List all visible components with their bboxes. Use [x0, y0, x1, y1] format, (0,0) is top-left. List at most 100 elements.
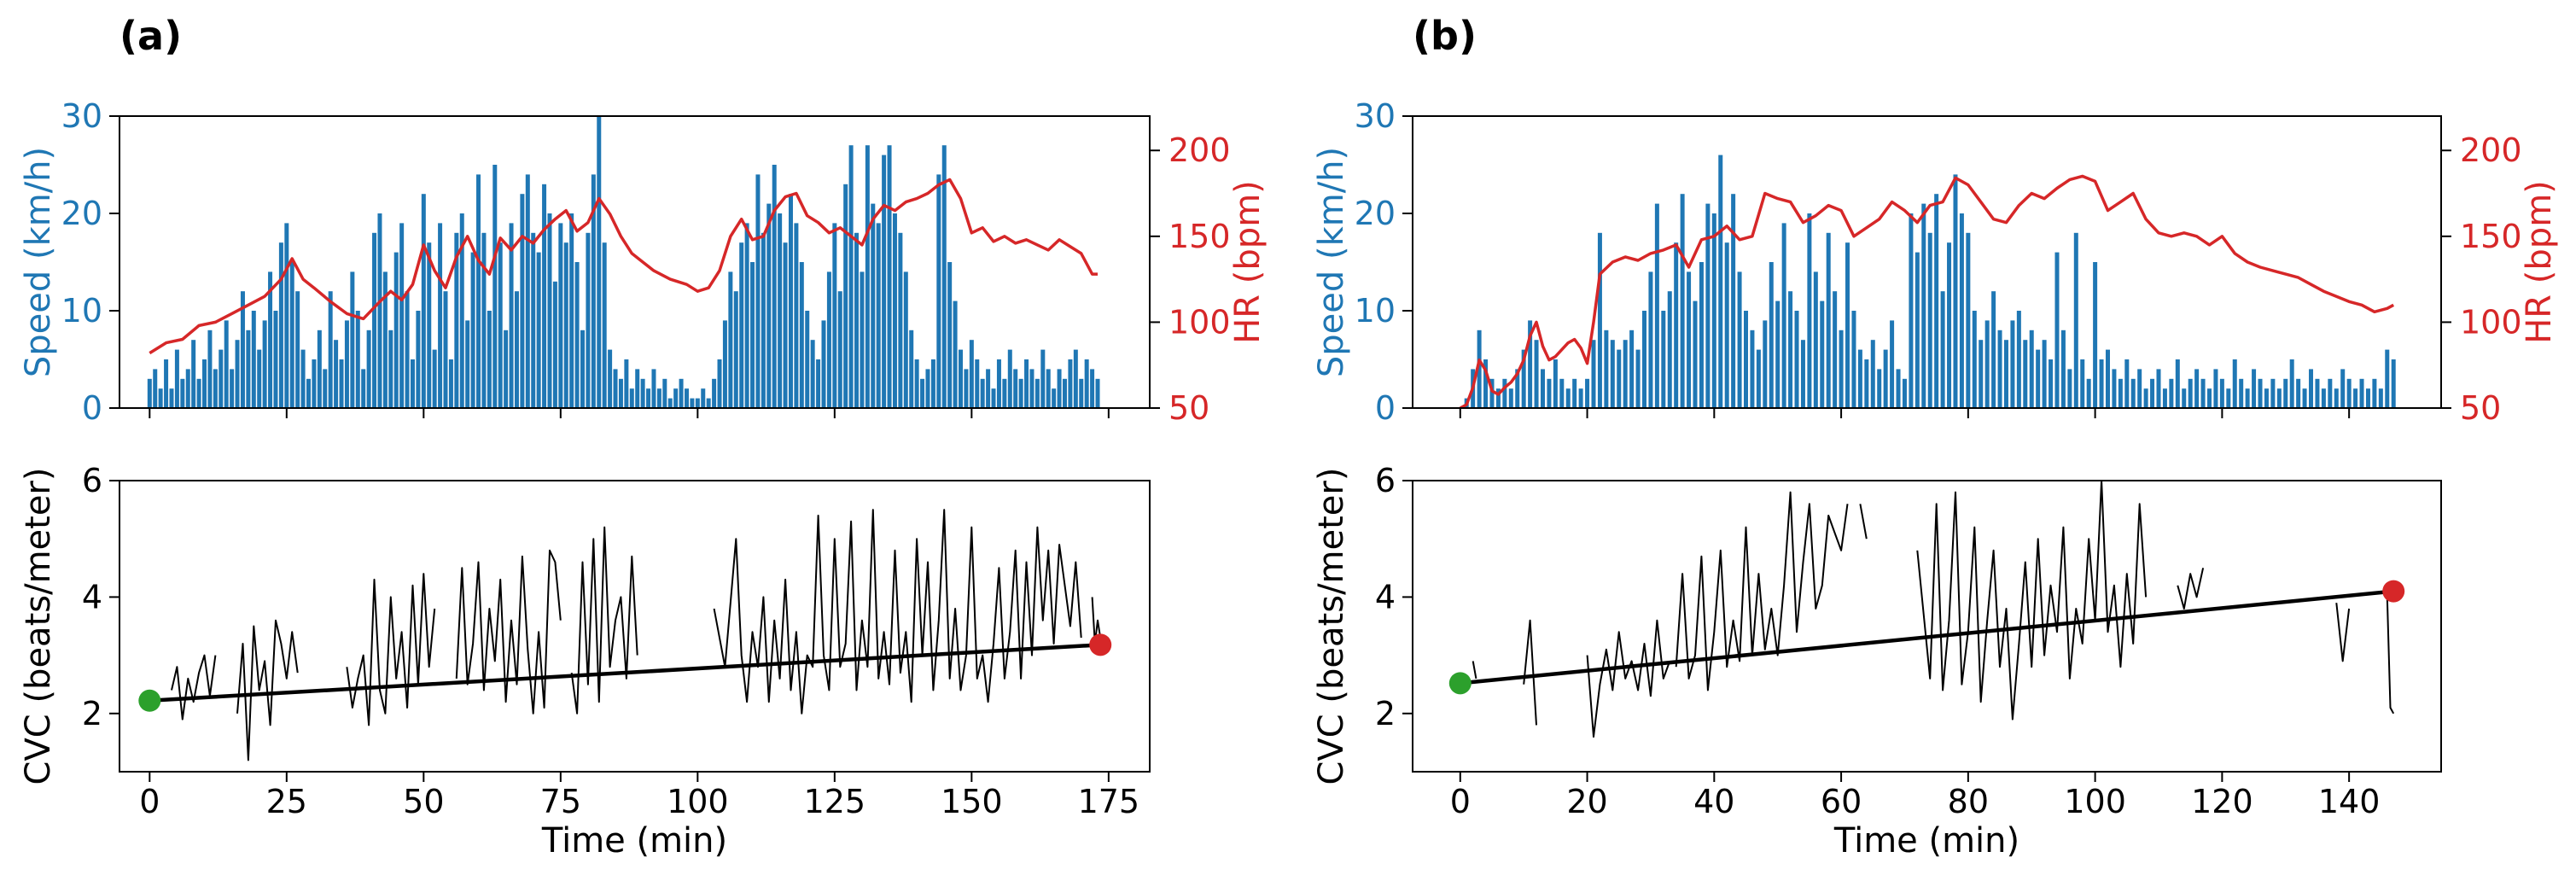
a-top-speed-bar-6 [180, 378, 185, 408]
a-top-speed-bar-118 [794, 223, 799, 408]
a-top-speed-bar-85 [613, 369, 618, 408]
b-top-speed-bar-3 [1483, 359, 1489, 408]
a-top-y2tick-label-1: 100 [1169, 303, 1231, 341]
a-top-speed-bar-11 [207, 330, 213, 408]
a-top-speed-bar-107 [733, 291, 738, 408]
b-top-speed-bar-120 [2226, 388, 2231, 408]
a-top-speed-bar-16 [235, 340, 240, 408]
a-bottom-cvc-segment-3 [455, 549, 562, 715]
b-top-y2tick-label-1: 100 [2460, 303, 2522, 341]
a-top-speed-bar-92 [651, 369, 656, 408]
b-top-speed-bar-2 [1477, 330, 1482, 408]
a-top-speed-bar-64 [498, 242, 503, 408]
a-top-speed-bar-156 [1002, 378, 1007, 408]
a-bottom-xtick-label-4: 100 [667, 783, 729, 820]
a-top-speed-bar-15 [230, 369, 235, 408]
b-top-speed-bar-118 [2213, 369, 2218, 408]
a-top-speed-bar-22 [268, 271, 273, 408]
b-bottom-cvc-segment-6 [2177, 568, 2205, 610]
a-bottom-xtick-label-1: 25 [266, 783, 307, 820]
a-top-speed-bar-72 [542, 184, 547, 408]
b-top-speed-bar-98 [2086, 378, 2091, 408]
panel-b-cvc-chart: 0 20 40 60 80 100 120 140 2 4 6 CVC (beats/meter) Ti… [1312, 462, 2442, 860]
a-top-speed-bar-158 [1013, 369, 1018, 408]
a-top-speed-bar-120 [805, 311, 810, 408]
a-top-speed-bar-67 [514, 291, 519, 408]
a-top-speed-bar-119 [799, 262, 804, 408]
a-top-speed-bar-75 [558, 223, 563, 408]
a-bottom-xlabel: Time (min) [541, 821, 727, 860]
a-bottom-xtick-label-2: 50 [403, 783, 444, 820]
a-top-speed-bar-104 [717, 359, 722, 408]
a-top-speed-bar-111 [755, 174, 761, 408]
a-top-y2tick-label-3: 200 [1169, 131, 1231, 169]
b-top-hr-line [1459, 174, 2395, 408]
a-top-speed-bar-125 [832, 223, 837, 408]
a-top-speed-bar-96 [673, 388, 679, 408]
a-top-speed-bar-82 [597, 116, 602, 408]
b-top-speed-bar-94 [2060, 330, 2066, 408]
b-top-speed-bar-30 [1654, 203, 1659, 408]
b-bottom-xtick-label-7: 140 [2318, 783, 2381, 820]
b-top-speed-bar-95 [2067, 369, 2072, 408]
a-top-speed-bar-130 [860, 271, 865, 408]
b-top-speed-bar-68 [1896, 369, 1901, 408]
a-top-frame [119, 115, 1151, 409]
b-top-speed-bar-142 [2365, 388, 2370, 408]
b-top-speed-bar-123 [2245, 388, 2250, 408]
b-top-speed-bar-132 [2302, 388, 2307, 408]
a-top-speed-bar-68 [520, 194, 525, 408]
a-top-speed-bar-127 [843, 184, 848, 408]
b-bottom-cvc-segment-3 [1675, 491, 1849, 691]
a-bottom-xtick-label-5: 125 [804, 783, 866, 820]
a-top-speed-bar-121 [810, 340, 815, 408]
b-top-speed-bar-13 [1547, 378, 1552, 408]
a-top-speed-bar-159 [1018, 378, 1023, 408]
a-top-speed-bar-5 [174, 349, 179, 408]
b-top-speed-bar-110 [2162, 388, 2167, 408]
a-bottom-ytick-label-0: 2 [82, 695, 102, 732]
b-top-speed-bar-46 [1756, 349, 1761, 408]
b-top-speed-bar-37 [1699, 262, 1704, 408]
a-top-speed-bar-71 [536, 252, 541, 408]
b-top-speed-bar-8 [1515, 369, 1520, 408]
a-top-speed-bar-61 [481, 232, 487, 408]
a-bottom-end-marker [1089, 633, 1112, 656]
a-top-speed-bar-86 [618, 378, 623, 408]
b-top-speed-bar-11 [1534, 340, 1539, 408]
a-top-speed-bar-149 [964, 369, 969, 408]
a-top-speed-bar-148 [959, 349, 964, 408]
b-top-speed-bar-81 [1979, 340, 1984, 408]
a-top-speed-bar-98 [684, 388, 689, 408]
b-top-speed-bar-24 [1617, 349, 1622, 408]
a-top-speed-bar-52 [432, 349, 437, 408]
b-top-speed-bar-79 [1966, 232, 1971, 408]
a-top-speed-bar-14 [224, 320, 229, 408]
panel-label-b: (b) [1413, 13, 1477, 59]
b-top-speed-bar-27 [1635, 349, 1641, 408]
b-top-speed-bar-53 [1800, 340, 1805, 408]
a-top-speed-bar-59 [470, 252, 475, 408]
a-top-speed-bar-126 [837, 291, 842, 408]
a-top-speed-bar-99 [690, 398, 695, 408]
a-bottom-cvc-segment-6 [1091, 597, 1102, 645]
b-top-speed-bar-31 [1661, 311, 1666, 408]
b-top-y2label: HR (bpm) [2520, 180, 2559, 344]
a-top-speed-bar-123 [821, 320, 826, 408]
a-top-speed-bar-25 [284, 223, 289, 408]
b-top-speed-bar-32 [1667, 291, 1672, 408]
a-bottom-trend-line [149, 643, 1101, 703]
b-top-ytick-label-3: 30 [1355, 97, 1396, 135]
b-top-speed-bar-97 [2080, 359, 2085, 408]
b-bottom-xtick-label-1: 20 [1566, 783, 1607, 820]
b-top-speed-bar-136 [2328, 378, 2333, 408]
a-top-speed-bar-12 [213, 369, 218, 408]
a-top-speed-bar-42 [377, 213, 382, 408]
a-top-speed-bar-135 [887, 145, 892, 408]
b-bottom-xlabel: Time (min) [1833, 821, 2019, 860]
a-top-speed-bar-69 [525, 174, 530, 408]
a-top-speed-bar-73 [547, 213, 552, 408]
b-top-speed-bar-93 [2054, 252, 2060, 408]
a-top-speed-bar-27 [295, 291, 300, 408]
b-top-speed-bar-74 [1934, 194, 1939, 408]
